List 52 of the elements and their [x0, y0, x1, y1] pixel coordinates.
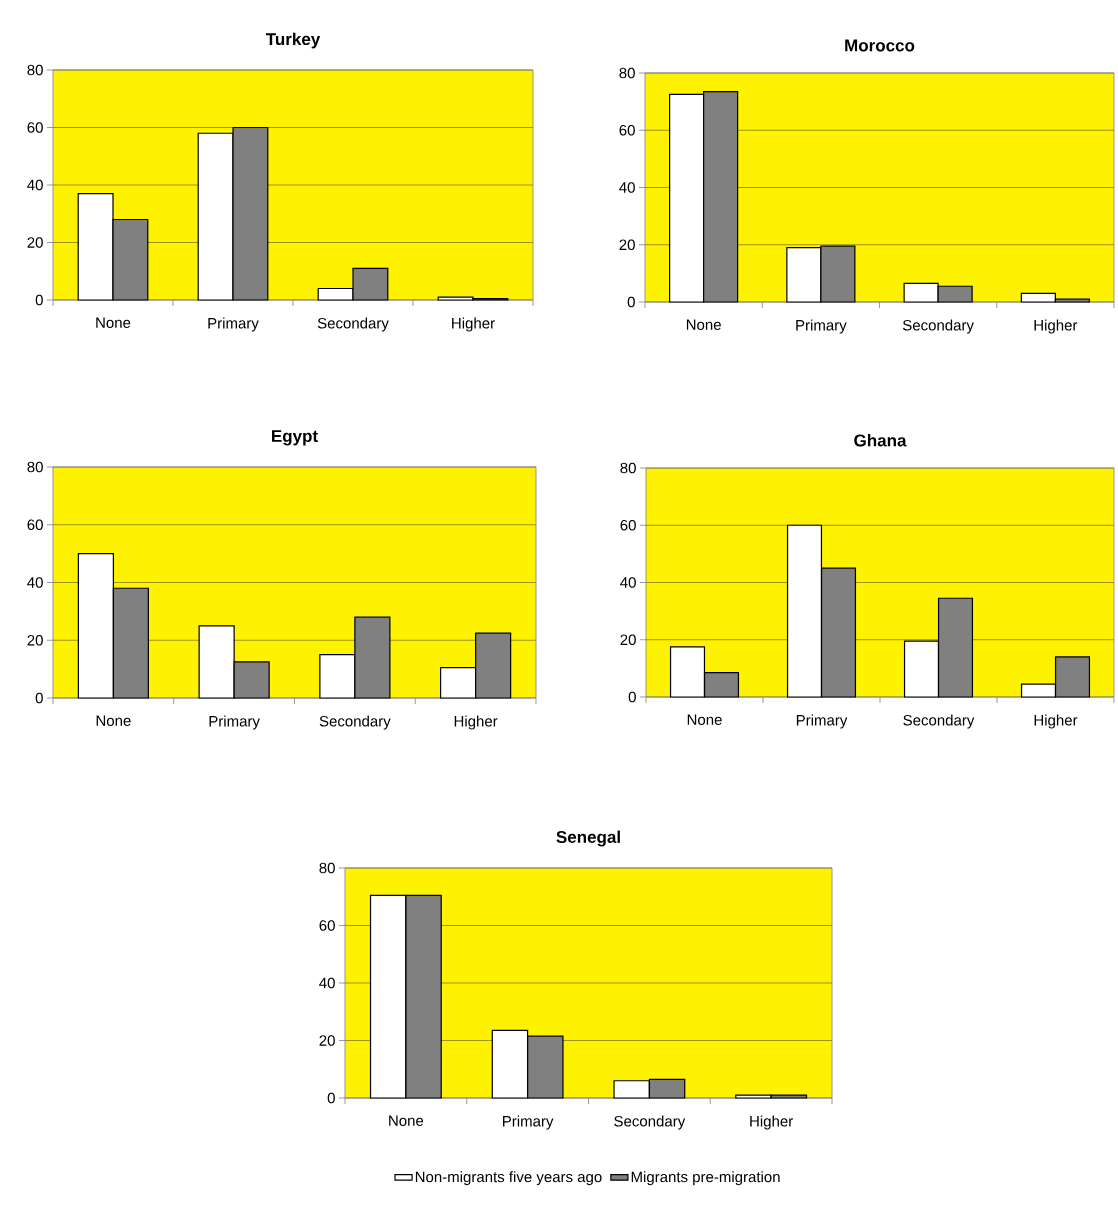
chart-title: Egypt: [272, 430, 318, 446]
y-tick-label: 80: [27, 64, 43, 76]
x-tick-label: Primary: [796, 714, 848, 729]
y-tick-label: 0: [327, 1092, 335, 1104]
x-tick-label: Higher: [454, 715, 498, 730]
x-tick-label: None: [96, 317, 131, 328]
x-tick-label: None: [687, 714, 722, 725]
x-tick-label: Primary: [503, 1115, 554, 1130]
y-tick-label: 60: [27, 122, 43, 133]
y-tick-label: 60: [319, 920, 335, 931]
y-tick-label: 40: [27, 577, 43, 588]
y-tick-label: 0: [35, 294, 43, 306]
y-tick-label: 60: [619, 124, 635, 136]
x-tick-label: None: [389, 1115, 424, 1126]
y-tick-label: 0: [628, 691, 636, 703]
x-tick-label: Primary: [796, 319, 847, 334]
y-tick-label: 80: [27, 461, 43, 473]
y-tick-label: 80: [620, 462, 636, 474]
x-tick-label: Higher: [750, 1115, 793, 1130]
y-tick-label: 40: [27, 179, 43, 191]
y-tick-label: 40: [319, 977, 335, 989]
x-tick-label: Higher: [1034, 319, 1078, 334]
x-tick-label: Higher: [452, 317, 495, 332]
x-tick-label: Secondary: [319, 715, 391, 730]
x-tick-label: Higher: [1034, 714, 1078, 729]
x-tick-label: Primary: [209, 715, 260, 730]
y-tick-label: 40: [619, 182, 635, 193]
x-tick-label: None: [686, 319, 721, 330]
chart-title: Senegal: [556, 830, 620, 847]
chart-title: Ghana: [854, 433, 907, 447]
chart-title: Turkey: [265, 32, 321, 49]
x-tick-label: Secondary: [614, 1115, 686, 1130]
y-tick-label: 80: [319, 862, 335, 874]
x-tick-label: Secondary: [317, 317, 389, 332]
x-tick-label: Primary: [208, 317, 259, 332]
y-tick-label: 20: [27, 237, 43, 248]
y-tick-label: 60: [27, 519, 43, 531]
y-tick-label: 0: [627, 296, 635, 308]
y-tick-label: 80: [619, 67, 635, 79]
legend-label: Non-migrants five years ago: [415, 1171, 602, 1186]
y-tick-label: 40: [620, 577, 636, 588]
y-tick-label: 20: [620, 634, 636, 646]
y-tick-label: 20: [619, 239, 635, 251]
y-tick-label: 20: [27, 634, 43, 646]
legend-label: Migrants pre-migration: [631, 1171, 780, 1186]
x-tick-label: None: [96, 715, 131, 726]
x-tick-label: Secondary: [903, 714, 975, 729]
y-tick-label: 20: [319, 1035, 335, 1046]
x-tick-label: Secondary: [902, 319, 974, 334]
y-tick-label: 60: [620, 519, 636, 531]
chart-title: Morocco: [845, 39, 915, 52]
y-tick-label: 0: [35, 692, 43, 704]
